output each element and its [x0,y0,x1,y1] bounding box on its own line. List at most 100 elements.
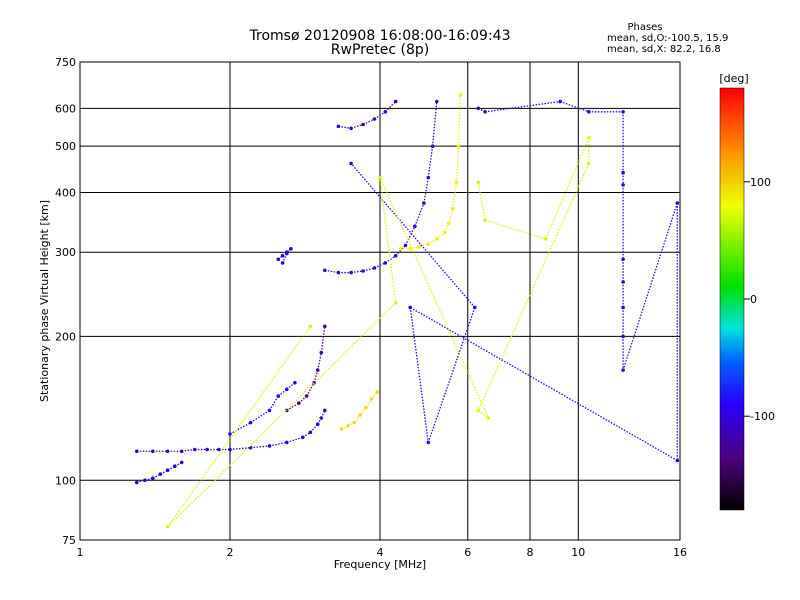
trace-segment [282,251,288,257]
trace-segment [545,137,590,240]
trace-segment [414,202,425,227]
y-tick-label: 100 [55,474,76,487]
data-point [435,99,439,104]
chart-title: Tromsø 20120908 16:08:00-16:09:43 [249,28,511,44]
data-point [426,242,431,246]
y-tick-label: 400 [55,186,76,199]
trace-segment [477,409,489,419]
trace-segment [362,118,375,126]
trace-segment [324,269,339,274]
trace-segment [622,202,678,371]
trace-segment [351,270,364,274]
data-point [430,144,435,148]
x-tick-label: 2 [227,546,234,559]
trace-segment [174,461,183,467]
grid [80,62,680,540]
trace-segment [448,208,454,224]
data-point [454,180,459,185]
colorbar-tick-label: 0 [750,293,757,306]
y-tick-label: 600 [55,102,76,115]
trace-segment [277,388,288,397]
data-points [135,93,680,529]
data-point [375,390,380,394]
x-tick-label: 16 [673,546,687,559]
phase-legend-title: Phases [627,22,663,33]
trace-segment [409,307,429,443]
x-tick-label: 1 [77,546,84,559]
colorbar-ticks: 100 0 -100 [744,176,775,423]
data-point [458,93,463,97]
y-tick-label: 300 [55,246,76,259]
plot-frame [79,61,681,541]
chart-subtitle: RwPretec (8p) [330,42,430,58]
data-point [280,261,285,265]
data-point [165,524,170,529]
trace-segment [374,111,386,120]
trace-segment [286,436,304,444]
trace-segment [379,177,397,303]
phase-legend-x: mean, sd,X: 82.2, 16.8 [607,44,721,55]
trace-segment [452,182,458,209]
trace-segment [167,465,176,471]
trace-segment [268,395,279,411]
data-point [319,350,324,355]
axis-ticks: 1 2 4 6 8 10 16 75 100 200 300 400 500 600 750 [55,56,687,559]
data-point [426,175,431,180]
trace-segment [136,479,146,483]
trace-segment [455,146,460,183]
y-tick-label: 200 [55,330,76,343]
data-point [323,324,327,329]
y-axis-label: Stationary phase Virtual Height [km] [38,200,51,402]
trace-segment [317,417,322,425]
data-point [398,247,403,251]
trace-segment [167,302,397,528]
x-tick-label: 8 [527,546,534,559]
x-tick-label: 6 [464,546,471,559]
data-point [179,449,184,454]
trace-segment [286,248,292,255]
trace-segment [320,326,326,353]
trace-segment [309,423,319,433]
data-point [308,324,313,329]
trace-segment [404,225,416,246]
y-tick-label: 750 [55,56,76,69]
trace-segment [338,125,352,129]
trace-segment [477,163,590,411]
trace-segment [160,469,169,475]
trace-segment [250,445,270,449]
trace-segment [167,325,311,527]
trace-segment [477,182,486,221]
trace-segment [374,262,386,269]
trace-segment [144,477,153,481]
trace-segment [457,94,462,147]
trace-segment [350,123,364,129]
colorbar-tick-label: -100 [750,410,775,423]
colorbar-tick-label: 100 [750,176,771,189]
trace-segment [371,391,378,400]
y-tick-label: 75 [62,534,76,547]
phase-legend-o: mean, sd,O:-100.5, 15.9 [607,33,729,44]
trace-segment [152,473,161,479]
trace-segment [313,369,319,383]
trace-segment [317,352,322,371]
trace-segment [320,410,326,419]
trace-segment [306,382,315,397]
trace-segment [409,306,678,462]
data-point [621,110,625,114]
colorbar [719,87,745,511]
data-point [323,268,327,273]
trace-segment [181,448,195,452]
trace-segment [484,219,546,240]
x-tick-label: 4 [377,546,384,559]
trace-segment [250,409,270,424]
colorbar-label: [deg] [719,72,748,85]
data-point [276,257,281,262]
trace-segment [427,146,434,178]
trace-segment [484,100,561,113]
y-tick-label: 500 [55,140,76,153]
trace-segment [362,267,375,272]
trace-segment [347,422,355,427]
trace-segment [229,447,251,451]
trace-segment [286,402,300,411]
